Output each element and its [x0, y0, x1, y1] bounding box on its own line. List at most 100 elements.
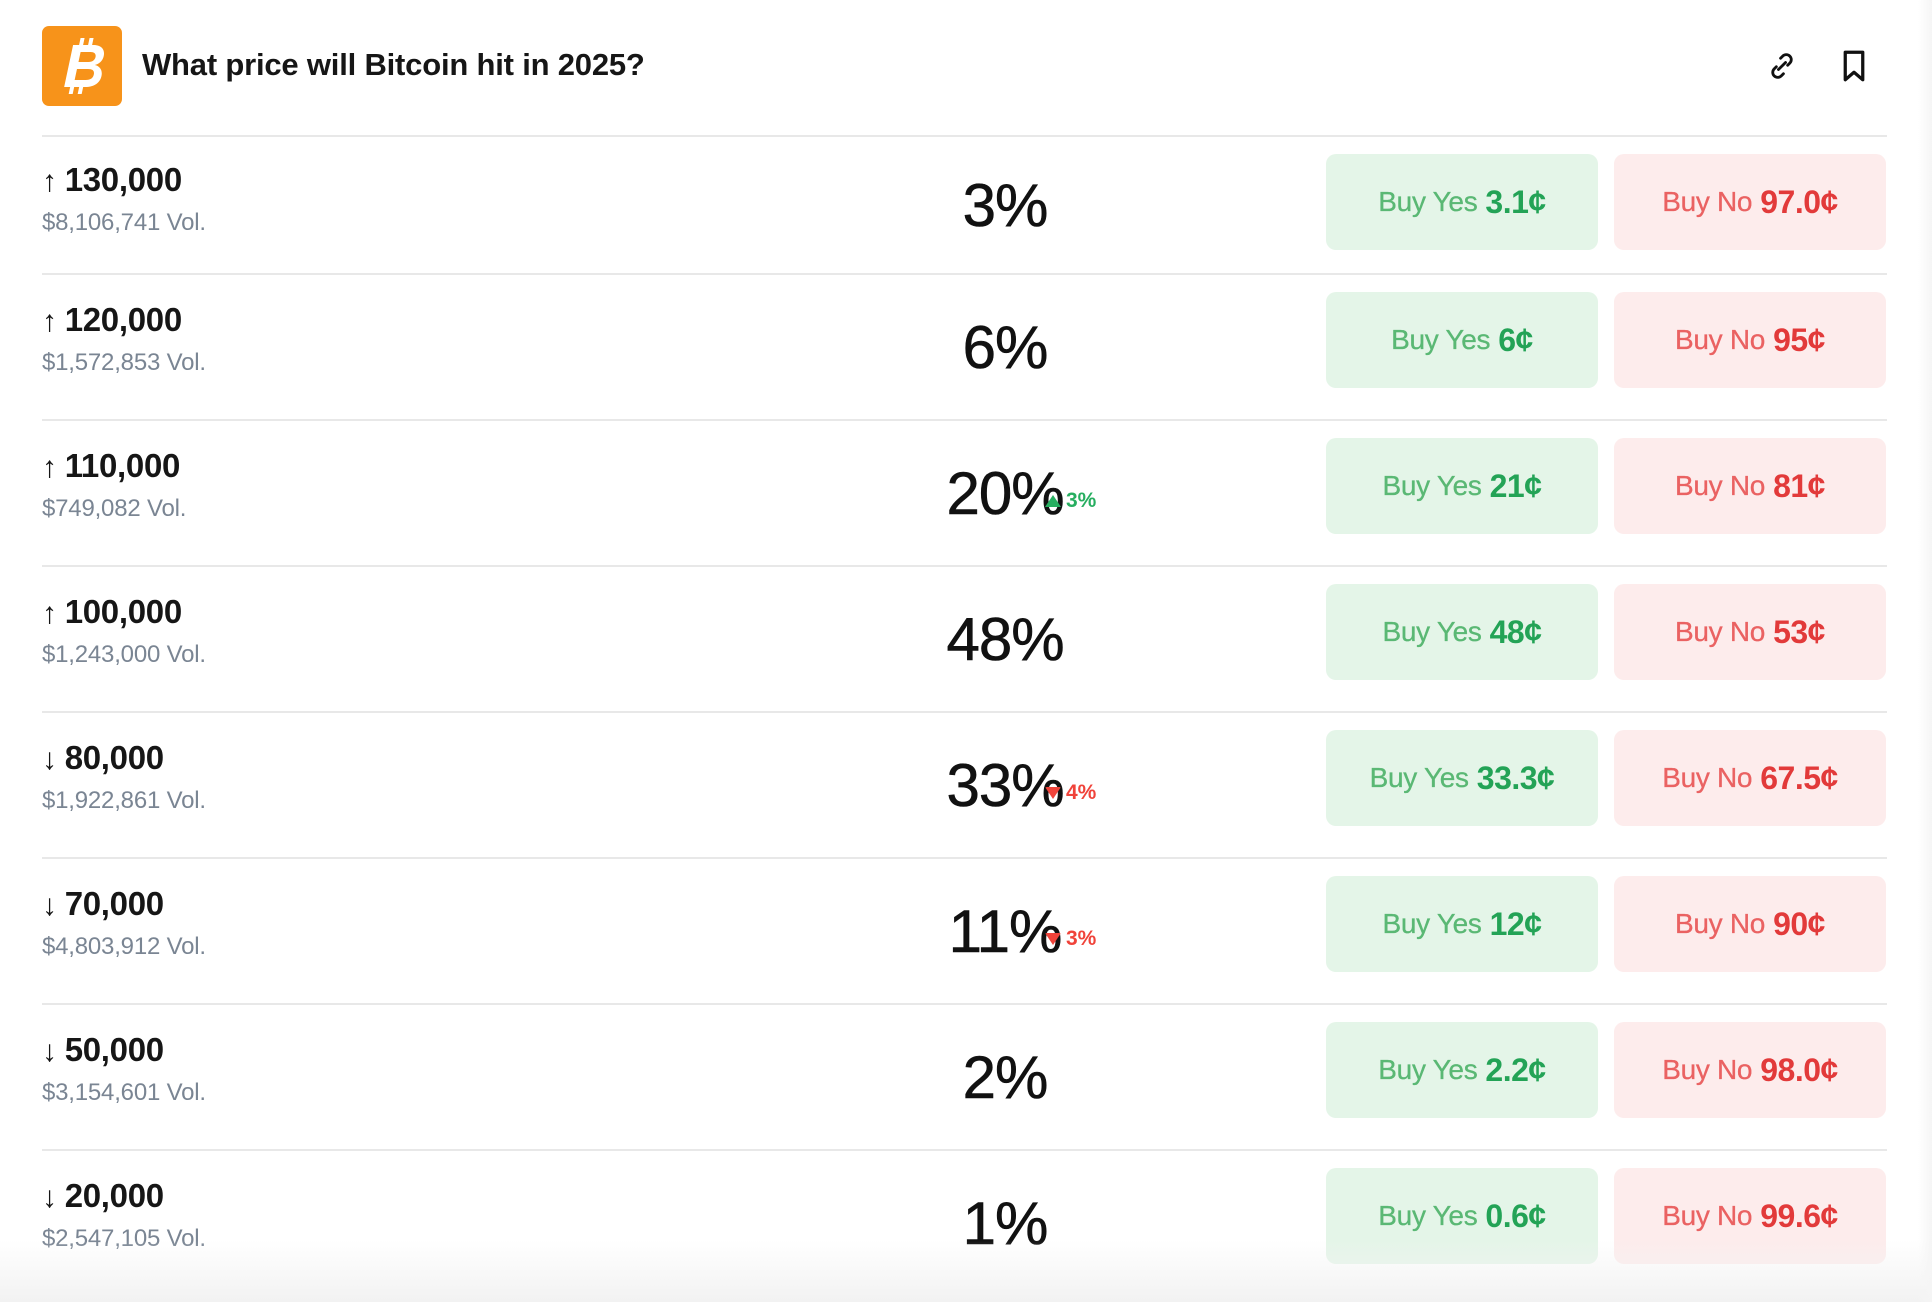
outcome-price-target: 50,000: [64, 1031, 164, 1068]
arrow-down-icon: ↓: [42, 743, 57, 776]
copy-link-button[interactable]: [1764, 48, 1800, 84]
outcome-price-target: 110,000: [64, 447, 181, 484]
buy-no-label: Buy No: [1675, 324, 1766, 355]
market-card: What price will Bitcoin hit in 2025? ↑ 13…: [42, 0, 1887, 1297]
outcome-price-target: 80,000: [64, 739, 164, 776]
outcome-probability-wrap: 3%: [905, 171, 1105, 241]
outcome-volume: $1,922,861 Vol.: [42, 787, 206, 814]
outcome-probability-wrap: 11%: [905, 897, 1105, 967]
outcome-price-target: 130,000: [64, 161, 182, 198]
outcome-label: ↓ 80,000: [42, 739, 164, 777]
buy-yes-price: 21¢: [1489, 467, 1542, 504]
outcome-label: ↑ 130,000: [42, 161, 182, 199]
buy-no-label: Buy No: [1662, 1200, 1753, 1231]
buy-yes-label: Buy Yes: [1378, 1200, 1478, 1231]
buy-no-label: Buy No: [1675, 470, 1766, 501]
outcome-row: ↓ 70,000 $4,803,912 Vol. 11% 3% Buy Yes 12…: [42, 859, 1887, 1005]
outcome-volume: $3,154,601 Vol.: [42, 1079, 206, 1106]
buy-no-button[interactable]: Buy No 95¢: [1614, 292, 1886, 388]
buy-yes-button[interactable]: Buy Yes 12¢: [1326, 876, 1598, 972]
triangle-down-icon: [1045, 933, 1061, 945]
arrow-down-icon: ↓: [42, 889, 57, 922]
buy-yes-button[interactable]: Buy Yes 0.6¢: [1326, 1168, 1598, 1264]
outcome-volume: $8,106,741 Vol.: [42, 209, 206, 236]
buy-no-price: 53¢: [1773, 613, 1825, 650]
outcome-probability-wrap: 20%: [905, 459, 1105, 529]
buy-yes-button[interactable]: Buy Yes 2.2¢: [1326, 1022, 1598, 1118]
buy-no-button[interactable]: Buy No 99.6¢: [1614, 1168, 1886, 1264]
outcome-label: ↓ 50,000: [42, 1031, 164, 1069]
buy-yes-price: 0.6¢: [1485, 1197, 1546, 1234]
bookmark-button[interactable]: [1836, 48, 1872, 84]
buy-yes-button[interactable]: Buy Yes 33.3¢: [1326, 730, 1598, 826]
change-value: 3%: [1066, 927, 1097, 950]
outcome-label: ↓ 70,000: [42, 885, 164, 923]
outcome-row: ↓ 80,000 $1,922,861 Vol. 33% 4% Buy Yes 33…: [42, 713, 1887, 859]
buy-yes-button[interactable]: Buy Yes 6¢: [1326, 292, 1598, 388]
outcome-probability: 11%: [948, 898, 1062, 966]
buy-no-price: 98.0¢: [1760, 1051, 1838, 1088]
buy-no-button[interactable]: Buy No 98.0¢: [1614, 1022, 1886, 1118]
outcome-probability: 3%: [962, 172, 1048, 240]
buy-no-label: Buy No: [1662, 186, 1753, 217]
outcome-price-target: 70,000: [64, 885, 164, 922]
buy-yes-label: Buy Yes: [1382, 616, 1482, 647]
buy-no-price: 67.5¢: [1760, 759, 1838, 796]
buy-yes-price: 33.3¢: [1476, 759, 1555, 796]
arrow-up-icon: ↑: [42, 597, 57, 630]
buy-yes-label: Buy Yes: [1378, 1054, 1478, 1085]
bookmark-icon: [1843, 50, 1865, 82]
buy-yes-button[interactable]: Buy Yes 3.1¢: [1326, 154, 1598, 250]
change-value: 4%: [1066, 781, 1097, 804]
buy-no-price: 90¢: [1773, 905, 1825, 942]
outcome-probability: 2%: [962, 1044, 1048, 1112]
buy-yes-label: Buy Yes: [1382, 908, 1482, 939]
outcome-row: ↑ 130,000 $8,106,741 Vol. 3% Buy Yes 3.1¢ …: [42, 137, 1887, 275]
outcome-volume: $1,572,853 Vol.: [42, 349, 206, 376]
link-icon: [1771, 53, 1793, 79]
buy-yes-label: Buy Yes: [1369, 762, 1470, 793]
outcome-volume: $2,547,105 Vol.: [42, 1225, 206, 1252]
arrow-up-icon: ↑: [42, 305, 57, 338]
outcome-row: ↓ 50,000 $3,154,601 Vol. 2% Buy Yes 2.2¢ B…: [42, 1005, 1887, 1151]
outcome-probability: 33%: [946, 752, 1065, 820]
outcome-volume: $749,082 Vol.: [42, 495, 187, 522]
buy-no-button[interactable]: Buy No 90¢: [1614, 876, 1886, 972]
buy-yes-price: 2.2¢: [1485, 1051, 1546, 1088]
buy-no-button[interactable]: Buy No 53¢: [1614, 584, 1886, 680]
buy-no-button[interactable]: Buy No 97.0¢: [1614, 154, 1886, 250]
arrow-down-icon: ↓: [42, 1181, 57, 1214]
buy-no-button[interactable]: Buy No 81¢: [1614, 438, 1886, 534]
outcome-row: ↑ 100,000 $1,243,000 Vol. 48% Buy Yes 48¢ …: [42, 567, 1887, 713]
buy-yes-label: Buy Yes: [1391, 324, 1491, 355]
buy-no-label: Buy No: [1662, 762, 1753, 793]
outcome-price-target: 120,000: [64, 301, 182, 338]
buy-yes-label: Buy Yes: [1382, 470, 1482, 501]
outcome-probability: 1%: [962, 1190, 1048, 1258]
buy-no-price: 97.0¢: [1760, 183, 1838, 220]
triangle-up-icon: [1045, 495, 1061, 507]
outcome-volume: $4,803,912 Vol.: [42, 933, 206, 960]
outcome-probability-wrap: 2%: [905, 1043, 1105, 1113]
buy-yes-price: 48¢: [1489, 613, 1542, 650]
buy-no-label: Buy No: [1662, 1054, 1753, 1085]
outcome-volume: $1,243,000 Vol.: [42, 641, 206, 668]
arrow-up-icon: ↑: [42, 451, 57, 484]
buy-yes-button[interactable]: Buy Yes 48¢: [1326, 584, 1598, 680]
buy-no-button[interactable]: Buy No 67.5¢: [1614, 730, 1886, 826]
buy-yes-button[interactable]: Buy Yes 21¢: [1326, 438, 1598, 534]
outcome-price-target: 100,000: [64, 593, 182, 630]
buy-no-label: Buy No: [1675, 616, 1766, 647]
bitcoin-symbol-icon: [64, 38, 105, 94]
buy-no-price: 81¢: [1773, 467, 1825, 504]
outcome-probability: 6%: [962, 314, 1048, 382]
outcome-probability-wrap: 1%: [905, 1189, 1105, 1259]
probability-change: 3%: [1045, 489, 1096, 513]
outcome-probability-wrap: 48%: [905, 605, 1105, 675]
outcome-label: ↓ 20,000: [42, 1177, 164, 1215]
outcome-price-target: 20,000: [64, 1177, 164, 1214]
outcome-probability: 20%: [946, 460, 1065, 528]
outcome-label: ↑ 110,000: [42, 447, 180, 485]
outcome-probability: 48%: [946, 606, 1065, 674]
